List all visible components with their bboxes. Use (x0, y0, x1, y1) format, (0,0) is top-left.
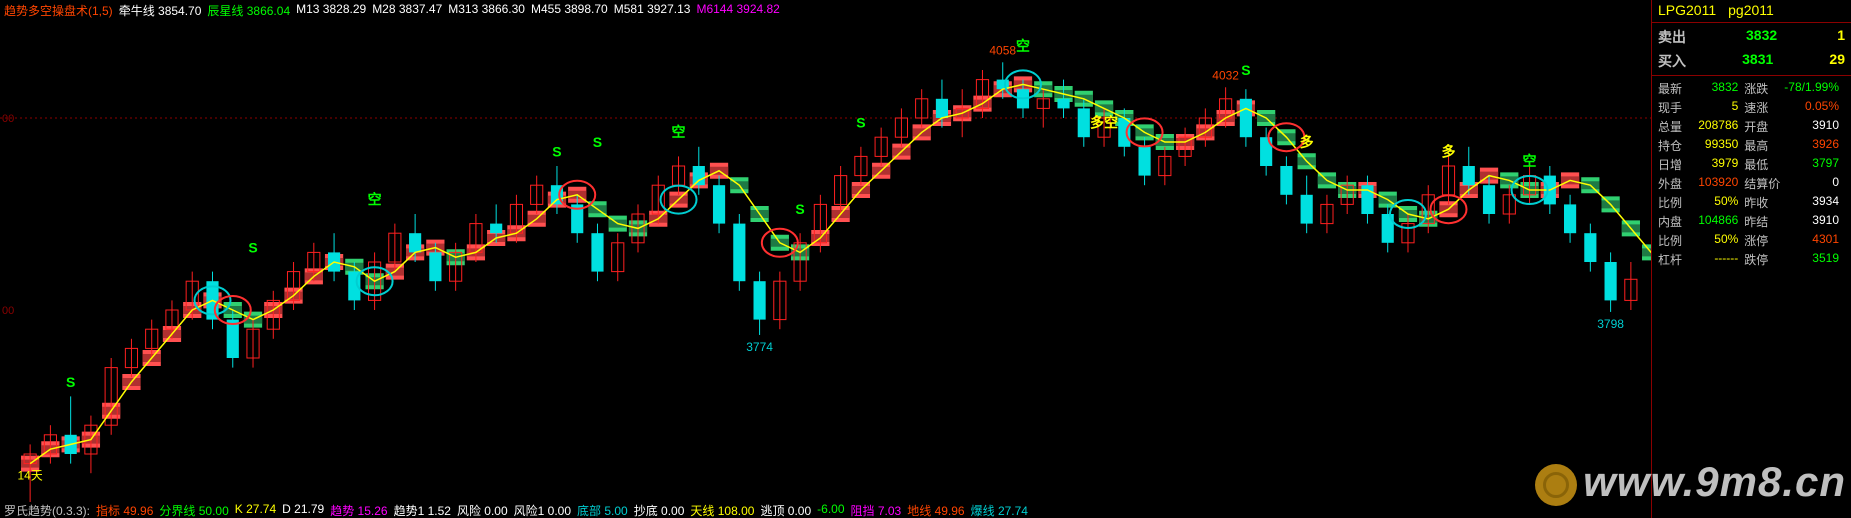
symbol: LPG2011 (1658, 2, 1716, 18)
sell-vol: 1 (1837, 27, 1845, 47)
buy-price: 3831 (1742, 51, 1773, 71)
svg-text:00: 00 (2, 113, 14, 125)
watermark-icon (1535, 464, 1577, 506)
svg-text:多: 多 (1442, 143, 1456, 159)
svg-text:空: 空 (368, 191, 382, 207)
indicator-header: 趋势多空操盘术(1,5)牵牛线 3854.70辰星线 3866.04M13 38… (0, 0, 1651, 18)
svg-text:多: 多 (1300, 134, 1314, 150)
quote-panel: LPG2011 pg2011 卖出 3832 1 买入 3831 29 最新38… (1651, 0, 1851, 518)
svg-text:3774: 3774 (746, 340, 773, 354)
svg-text:S: S (552, 143, 561, 159)
indicator-footer: 罗氏趋势(0.3.3):指标 49.96分界线 50.00K 27.74D 21… (0, 500, 1651, 518)
sell-row: 卖出 3832 1 (1652, 25, 1851, 49)
svg-text:空: 空 (672, 124, 686, 140)
svg-text:多空: 多空 (1090, 115, 1118, 131)
quote-grid: 最新3832涨跌-78/1.99%现手5速涨0.05%总量208786开盘391… (1652, 78, 1851, 270)
buy-row: 买入 3831 29 (1652, 49, 1851, 73)
svg-text:S: S (66, 374, 75, 390)
sell-price: 3832 (1746, 27, 1777, 47)
svg-text:00: 00 (2, 305, 14, 317)
candlestick-chart[interactable]: 0000SS空SS空SS空多空S多多空405840323774379814天 (0, 18, 1651, 506)
watermark: www.9m8.cn (1535, 458, 1846, 506)
symbol-alt: pg2011 (1728, 2, 1774, 18)
svg-text:S: S (1241, 62, 1250, 78)
svg-text:14天: 14天 (17, 469, 42, 483)
buy-vol: 29 (1829, 51, 1845, 71)
svg-text:4032: 4032 (1212, 68, 1239, 82)
svg-text:S: S (856, 115, 865, 131)
svg-text:4058: 4058 (989, 43, 1016, 57)
svg-text:S: S (593, 134, 602, 150)
chart-area[interactable]: 趋势多空操盘术(1,5)牵牛线 3854.70辰星线 3866.04M13 38… (0, 0, 1651, 518)
svg-text:S: S (795, 201, 804, 217)
svg-text:3798: 3798 (1597, 317, 1624, 331)
svg-text:S: S (248, 239, 257, 255)
svg-text:空: 空 (1523, 153, 1537, 169)
svg-text:空: 空 (1016, 38, 1030, 54)
